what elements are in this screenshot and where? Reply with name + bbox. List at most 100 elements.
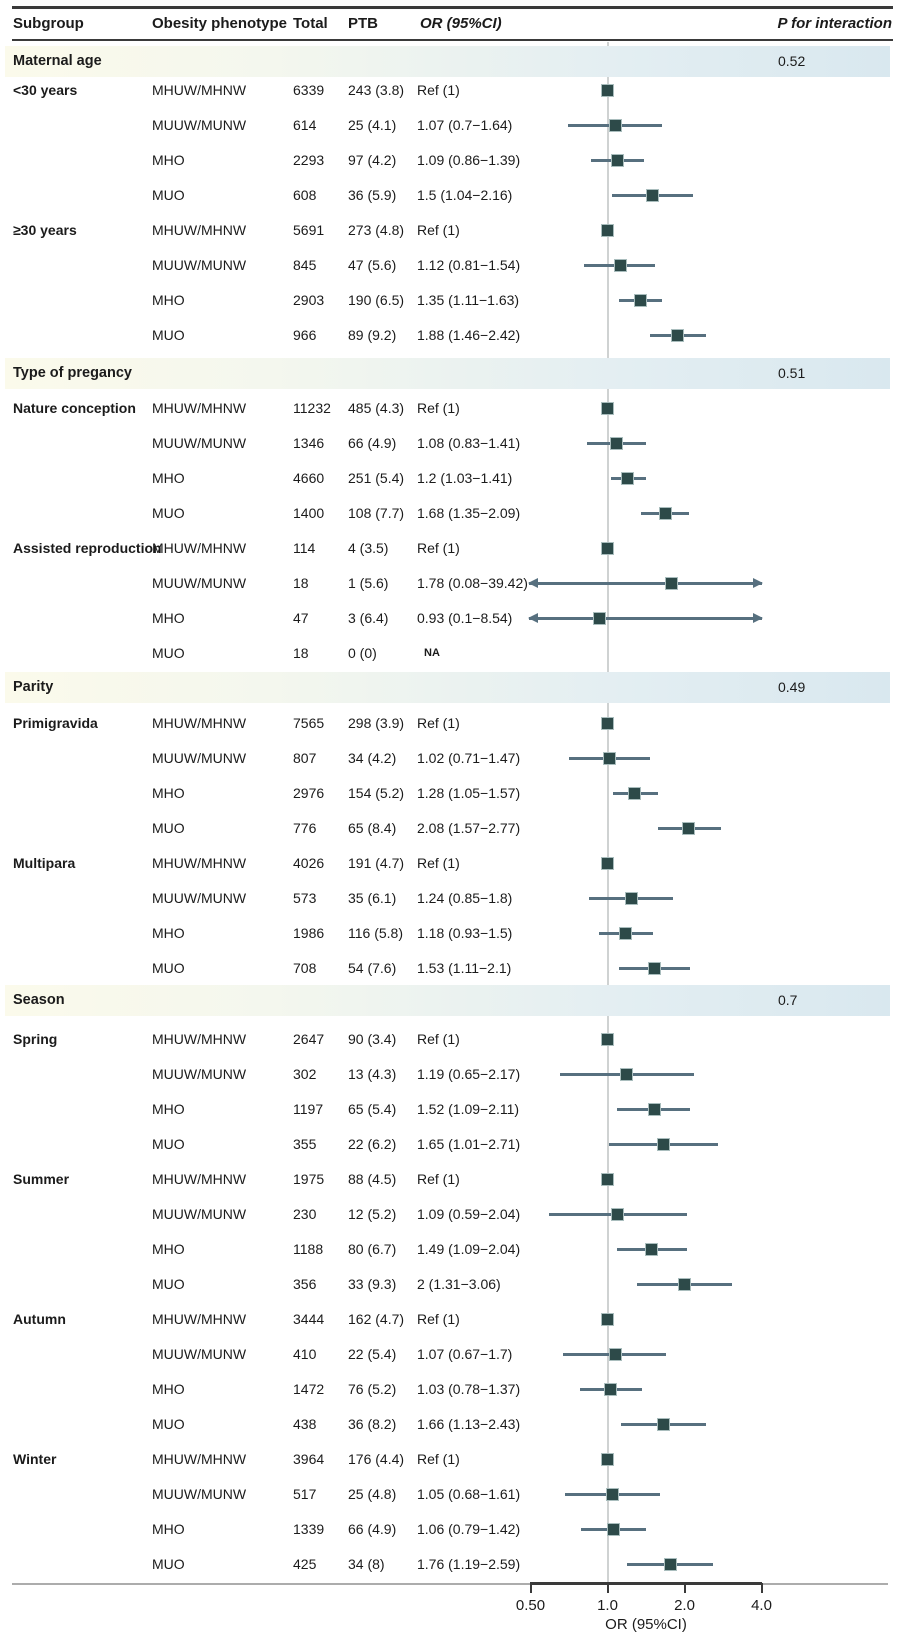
or-marker [604, 1382, 618, 1396]
phenotype-cell: MUO [152, 820, 185, 836]
phenotype-cell: MHUW/MHNW [152, 1311, 247, 1327]
ptb-cell: 36 (5.9) [348, 187, 397, 203]
table-row: MUUW/MUNW 845 47 (5.6) 1.12 (0.81−1.54) [0, 248, 897, 282]
total-cell: 2976 [293, 785, 325, 801]
total-cell: 6339 [293, 82, 325, 98]
or-ci-cell: 1.03 (0.78−1.37) [417, 1381, 521, 1397]
table-row: MUUW/MUNW 230 12 (5.2) 1.09 (0.59−2.04) [0, 1197, 897, 1231]
axis-tick [529, 1583, 532, 1593]
ptb-cell: 89 (9.2) [348, 327, 397, 343]
or-ci-cell: Ref (1) [417, 1311, 460, 1327]
phenotype-cell: MUO [152, 1136, 185, 1152]
or-ci-cell: 1.06 (0.79−1.42) [417, 1521, 521, 1537]
ptb-cell: 273 (4.8) [348, 222, 405, 238]
phenotype-cell: MUUW/MUNW [152, 575, 247, 591]
table-row: MUUW/MUNW 517 25 (4.8) 1.05 (0.68−1.61) [0, 1477, 897, 1511]
table-row: MUO 966 89 (9.2) 1.88 (1.46−2.42) [0, 318, 897, 352]
ci-line [529, 616, 762, 620]
or-ci-cell: Ref (1) [417, 1451, 460, 1467]
total-cell: 230 [293, 1206, 317, 1222]
or-marker [663, 1557, 677, 1571]
total-cell: 302 [293, 1066, 317, 1082]
phenotype-cell: MHUW/MHNW [152, 400, 247, 416]
total-cell: 1472 [293, 1381, 325, 1397]
or-marker [628, 786, 642, 800]
ptb-cell: 76 (5.2) [348, 1381, 397, 1397]
phenotype-cell: MUO [152, 645, 185, 661]
section-band: Type of pregancy 0.51 [5, 358, 890, 389]
table-row: MUUW/MUNW 807 34 (4.2) 1.02 (0.71−1.47) [0, 741, 897, 775]
table-row: Winter MHUW/MHNW 3964 176 (4.4) Ref (1) [0, 1442, 897, 1476]
subgroup-cell: Autumn [13, 1311, 66, 1327]
or-marker [608, 1347, 622, 1361]
ptb-cell: 47 (5.6) [348, 257, 397, 273]
or-ci-cell: 1.28 (1.05−1.57) [417, 785, 521, 801]
total-cell: 4026 [293, 855, 325, 871]
phenotype-cell: MHO [152, 1101, 185, 1117]
total-cell: 573 [293, 890, 317, 906]
or-marker [601, 401, 614, 415]
phenotype-cell: MUUW/MUNW [152, 435, 247, 451]
subgroup-cell: Summer [13, 1171, 70, 1187]
or-ci-cell: 1.07 (0.7−1.64) [417, 117, 513, 133]
reference-line-or1 [606, 42, 609, 1583]
axis-baseline-gray [12, 1583, 888, 1585]
table-row: Assisted reproduction MHUW/MHNW 114 4 (3.5)… [0, 531, 897, 565]
or-ci-cell: 1.66 (1.13−2.43) [417, 1416, 521, 1432]
or-ci-cell: 1.35 (1.11−1.63) [417, 292, 520, 308]
or-marker [603, 751, 617, 765]
or-marker [646, 188, 660, 202]
or-ci-cell: 1.08 (0.83−1.41) [417, 435, 521, 451]
or-marker [621, 471, 635, 485]
table-row: MHO 1339 66 (4.9) 1.06 (0.79−1.42) [0, 1512, 897, 1546]
or-marker [658, 506, 672, 520]
subgroup-cell: Primigravida [13, 715, 98, 731]
or-marker [634, 293, 648, 307]
table-row: Autumn MHUW/MHNW 3444 162 (4.7) Ref (1) [0, 1302, 897, 1336]
or-marker [619, 926, 633, 940]
ptb-cell: 65 (8.4) [348, 820, 397, 836]
or-marker [601, 1452, 614, 1466]
or-marker [613, 258, 627, 272]
arrow-left-icon [528, 613, 538, 623]
table-row: MUO 356 33 (9.3) 2 (1.31−3.06) [0, 1267, 897, 1301]
phenotype-cell: MHUW/MHNW [152, 715, 247, 731]
ptb-cell: 1 (5.6) [348, 575, 389, 591]
ptb-cell: 108 (7.7) [348, 505, 405, 521]
phenotype-cell: MUO [152, 960, 185, 976]
phenotype-cell: MHO [152, 152, 185, 168]
or-marker [656, 1137, 670, 1151]
total-cell: 517 [293, 1486, 317, 1502]
total-cell: 2293 [293, 152, 325, 168]
ptb-cell: 54 (7.6) [348, 960, 397, 976]
total-cell: 1975 [293, 1171, 325, 1187]
or-ci-cell: 1.52 (1.09−2.11) [417, 1101, 520, 1117]
table-row: MHO 2903 190 (6.5) 1.35 (1.11−1.63) [0, 283, 897, 317]
total-cell: 438 [293, 1416, 317, 1432]
total-cell: 3444 [293, 1311, 325, 1327]
or-ci-cell: Ref (1) [417, 1171, 460, 1187]
or-marker [648, 961, 662, 975]
or-ci-cell: 1.88 (1.46−2.42) [417, 327, 521, 343]
or-ci-cell: 1.02 (0.71−1.47) [417, 750, 521, 766]
or-ci-cell: Ref (1) [417, 222, 460, 238]
phenotype-cell: MUUW/MUNW [152, 1346, 247, 1362]
ptb-cell: 4 (3.5) [348, 540, 389, 556]
phenotype-cell: MUO [152, 1416, 185, 1432]
total-cell: 845 [293, 257, 317, 273]
table-row: MUO 1400 108 (7.7) 1.68 (1.35−2.09) [0, 496, 897, 530]
table-row: MHO 47 3 (6.4) 0.93 (0.1−8.54) [0, 601, 897, 635]
or-ci-cell: 2.08 (1.57−2.77) [417, 820, 521, 836]
total-cell: 356 [293, 1276, 317, 1292]
total-cell: 47 [293, 610, 309, 626]
total-cell: 2903 [293, 292, 325, 308]
phenotype-cell: MUUW/MUNW [152, 117, 247, 133]
or-ci-cell: 1.76 (1.19−2.59) [417, 1556, 521, 1572]
ci-line [529, 581, 762, 585]
total-cell: 11232 [293, 400, 331, 416]
or-marker [592, 611, 606, 625]
table-row: MUUW/MUNW 18 1 (5.6) 1.78 (0.08−39.42) [0, 566, 897, 600]
table-top-rule [12, 6, 893, 9]
total-cell: 4660 [293, 470, 325, 486]
